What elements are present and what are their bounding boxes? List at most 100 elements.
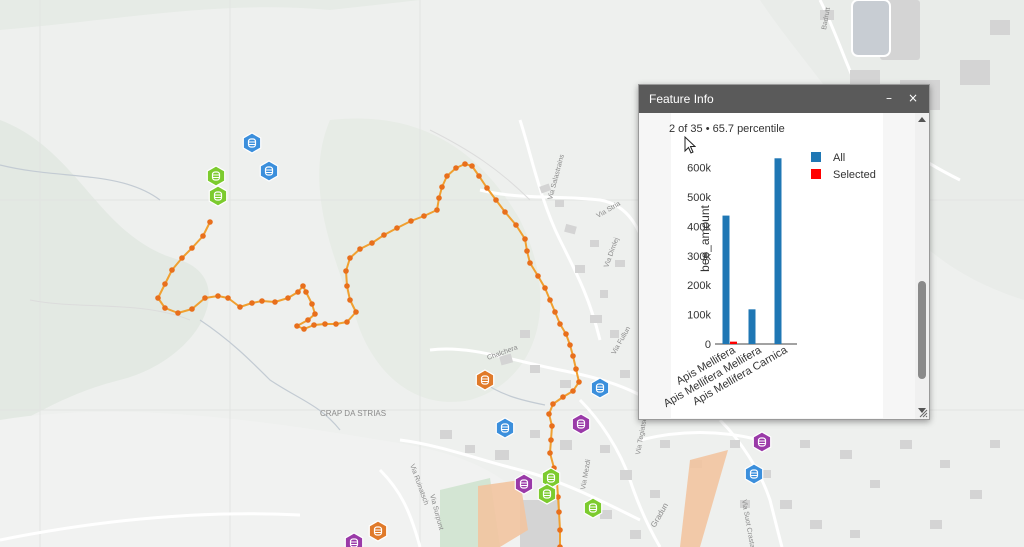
track-point[interactable] [570, 353, 576, 359]
track-point[interactable] [189, 245, 195, 251]
track-point[interactable] [560, 394, 566, 400]
bar-selected-1[interactable] [730, 341, 737, 344]
hive-marker-blue-icon[interactable] [495, 417, 515, 439]
track-point[interactable] [285, 295, 291, 301]
bar-all-3[interactable] [774, 158, 782, 344]
track-point[interactable] [556, 509, 562, 515]
hive-marker-green-icon[interactable] [206, 165, 226, 187]
track-point[interactable] [311, 322, 317, 328]
track-point[interactable] [344, 283, 350, 289]
track-point[interactable] [493, 197, 499, 203]
hive-marker-blue-icon[interactable] [744, 463, 764, 485]
bee-amount-chart[interactable]: 0100k200k300k400k500k600kbee_amountApis … [639, 113, 915, 419]
track-point[interactable] [312, 311, 318, 317]
track-point[interactable] [301, 326, 307, 332]
track-point[interactable] [421, 213, 427, 219]
track-point[interactable] [322, 321, 328, 327]
feature-info-window[interactable]: Feature Info – × 2 of 35 • 65.7 percenti… [638, 84, 930, 420]
hive-marker-green-icon[interactable] [537, 483, 557, 505]
track-point[interactable] [557, 321, 563, 327]
track-point[interactable] [189, 306, 195, 312]
track-point[interactable] [502, 209, 508, 215]
hive-marker-purple-icon[interactable] [752, 431, 772, 453]
track-point[interactable] [547, 450, 553, 456]
track-point[interactable] [547, 297, 553, 303]
track-point[interactable] [294, 323, 300, 329]
hive-marker-green-icon[interactable] [208, 185, 228, 207]
hive-marker-orange-icon[interactable] [368, 520, 388, 542]
track-point[interactable] [381, 232, 387, 238]
track-point[interactable] [272, 299, 278, 305]
track-point[interactable] [347, 297, 353, 303]
close-button[interactable]: × [907, 91, 919, 105]
track-point[interactable] [175, 310, 181, 316]
track-point[interactable] [162, 305, 168, 311]
hive-marker-purple-icon[interactable] [514, 473, 534, 495]
track-point[interactable] [179, 255, 185, 261]
track-point[interactable] [305, 317, 311, 323]
track-point[interactable] [555, 494, 561, 500]
track-point[interactable] [207, 219, 213, 225]
track-point[interactable] [535, 273, 541, 279]
hive-marker-green-icon[interactable] [583, 497, 603, 519]
track-point[interactable] [215, 293, 221, 299]
track-point[interactable] [259, 298, 265, 304]
hive-marker-blue-icon[interactable] [590, 377, 610, 399]
track-point[interactable] [200, 233, 206, 239]
track-point[interactable] [557, 527, 563, 533]
legend-label-all[interactable]: All [833, 152, 845, 164]
bee-track[interactable] [155, 161, 582, 547]
track-point[interactable] [469, 163, 475, 169]
track-point[interactable] [557, 544, 563, 547]
popup-header[interactable]: Feature Info – × [639, 85, 929, 113]
track-point[interactable] [550, 401, 556, 407]
track-point[interactable] [303, 289, 309, 295]
track-point[interactable] [453, 165, 459, 171]
track-point[interactable] [237, 304, 243, 310]
track-point[interactable] [548, 437, 554, 443]
track-point[interactable] [344, 319, 350, 325]
track-point[interactable] [573, 366, 579, 372]
track-point[interactable] [436, 195, 442, 201]
bar-all-1[interactable] [722, 215, 730, 344]
track-point[interactable] [524, 248, 530, 254]
track-point[interactable] [546, 411, 552, 417]
minimize-button[interactable]: – [886, 91, 892, 105]
track-point[interactable] [357, 246, 363, 252]
track-point[interactable] [225, 295, 231, 301]
hive-marker-blue-icon[interactable] [242, 132, 262, 154]
track-point[interactable] [309, 301, 315, 307]
track-point[interactable] [343, 268, 349, 274]
scroll-up-icon[interactable] [918, 117, 926, 122]
track-point[interactable] [300, 283, 306, 289]
track-point[interactable] [522, 236, 528, 242]
hive-marker-purple-icon[interactable] [344, 532, 364, 547]
hive-marker-purple-icon[interactable] [571, 413, 591, 435]
track-point[interactable] [162, 281, 168, 287]
track-point[interactable] [576, 379, 582, 385]
track-point[interactable] [169, 267, 175, 273]
track-point[interactable] [542, 285, 548, 291]
legend-label-selected[interactable]: Selected [833, 169, 876, 181]
track-point[interactable] [295, 289, 301, 295]
scroll-down-icon[interactable] [918, 408, 926, 413]
scroll-thumb[interactable] [918, 281, 926, 379]
track-point[interactable] [476, 173, 482, 179]
track-point[interactable] [408, 218, 414, 224]
track-point[interactable] [549, 423, 555, 429]
track-point[interactable] [567, 342, 573, 348]
track-point[interactable] [333, 321, 339, 327]
track-point[interactable] [552, 309, 558, 315]
track-point[interactable] [462, 161, 468, 167]
track-point[interactable] [353, 309, 359, 315]
track-point[interactable] [434, 207, 440, 213]
track-point[interactable] [394, 225, 400, 231]
scrollbar[interactable] [915, 113, 929, 419]
track-point[interactable] [202, 295, 208, 301]
track-point[interactable] [439, 184, 445, 190]
hive-marker-blue-icon[interactable] [259, 160, 279, 182]
track-point[interactable] [484, 185, 490, 191]
track-point[interactable] [527, 260, 533, 266]
resize-grip-icon[interactable] [919, 409, 928, 418]
track-point[interactable] [570, 388, 576, 394]
